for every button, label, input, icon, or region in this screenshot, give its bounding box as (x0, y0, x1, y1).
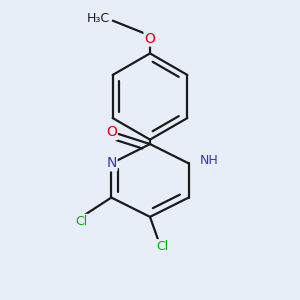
Text: N: N (106, 156, 116, 170)
Text: Cl: Cl (156, 240, 168, 253)
Text: NH: NH (200, 154, 219, 167)
Text: Cl: Cl (76, 215, 88, 228)
Text: H₃C: H₃C (87, 12, 110, 26)
Text: O: O (106, 125, 117, 139)
Text: O: O (145, 32, 155, 46)
